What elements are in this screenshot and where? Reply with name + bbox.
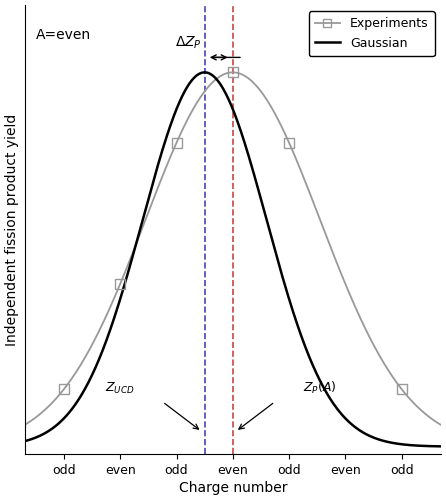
Legend: Experiments, Gaussian: Experiments, Gaussian xyxy=(309,11,435,56)
Text: $\Delta Z_P$: $\Delta Z_P$ xyxy=(175,34,202,50)
Text: A=even: A=even xyxy=(36,28,91,42)
Text: $Z_{UCD}$: $Z_{UCD}$ xyxy=(105,381,135,396)
Y-axis label: Independent fission product yield: Independent fission product yield xyxy=(5,114,19,346)
Text: $Z_P(A)$: $Z_P(A)$ xyxy=(303,380,337,396)
X-axis label: Charge number: Charge number xyxy=(178,481,287,495)
